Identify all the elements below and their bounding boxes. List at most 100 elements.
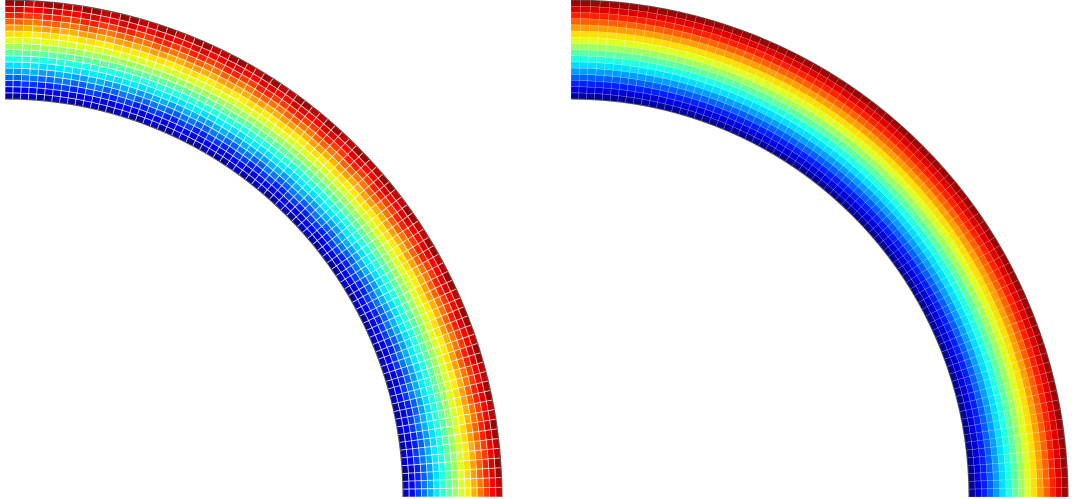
mesh-cell xyxy=(996,445,1005,456)
mesh-cell xyxy=(439,487,447,498)
mesh-cell xyxy=(978,447,986,457)
mesh-cell xyxy=(597,43,607,52)
mesh-cell xyxy=(452,487,460,498)
mesh-cell xyxy=(13,24,24,32)
mesh-cell xyxy=(579,55,589,63)
mesh-cell xyxy=(1002,444,1011,455)
mesh-cell xyxy=(570,61,580,69)
mesh-cell xyxy=(481,458,490,470)
mesh-cell xyxy=(1024,487,1032,498)
mesh-cell xyxy=(20,92,30,101)
mesh-cell xyxy=(413,463,422,474)
mesh-cell xyxy=(425,454,434,465)
mesh-cell xyxy=(13,36,24,45)
mesh-cell xyxy=(981,488,988,498)
mesh-cell xyxy=(1041,459,1049,470)
mesh-cell xyxy=(414,488,422,498)
mesh-cell xyxy=(12,92,22,100)
mesh-cell xyxy=(984,447,992,457)
mesh-cell xyxy=(1030,487,1038,498)
mesh-cell xyxy=(13,61,23,69)
mesh-cell xyxy=(488,467,496,479)
mesh-cell xyxy=(1011,479,1019,489)
right-mesh-panel xyxy=(539,0,1079,499)
mesh-cell xyxy=(610,88,620,96)
mesh-cell xyxy=(1060,457,1068,469)
mesh-cell xyxy=(401,464,409,474)
mesh-cell xyxy=(427,488,435,498)
mesh-cell xyxy=(493,457,502,469)
mesh-cell xyxy=(12,67,23,75)
mesh-cell xyxy=(1039,440,1048,451)
left-mesh-panel xyxy=(4,0,503,498)
mesh-cell xyxy=(993,479,1001,489)
mesh-cell xyxy=(37,68,48,77)
mesh-cell xyxy=(12,80,22,88)
mesh-cell xyxy=(587,68,597,76)
mesh-cell xyxy=(619,76,630,85)
mesh-cell xyxy=(974,488,982,498)
mesh-cell xyxy=(974,480,982,490)
mesh-cell xyxy=(570,74,580,81)
mesh-cell xyxy=(579,67,589,75)
mesh-cell xyxy=(578,92,588,100)
mesh-cell xyxy=(30,49,41,58)
mesh-cell xyxy=(983,438,992,449)
mesh-cell xyxy=(605,44,616,52)
mesh-cell xyxy=(451,478,460,489)
mesh-cell xyxy=(570,92,580,100)
mesh-cell xyxy=(4,86,14,94)
mesh-cell xyxy=(579,61,589,69)
mesh-cell xyxy=(602,87,612,95)
mesh-cell xyxy=(426,462,434,473)
mesh-cell xyxy=(1003,453,1012,464)
mesh-cell xyxy=(579,24,590,32)
mesh-cell xyxy=(23,0,35,8)
annulus-outline xyxy=(4,98,404,498)
mesh-cell xyxy=(991,454,999,465)
mesh-cell xyxy=(570,6,581,13)
mesh-cell xyxy=(438,470,447,481)
mesh-cell xyxy=(438,461,446,472)
mesh-cell xyxy=(14,5,25,14)
mesh-cell xyxy=(594,87,604,95)
mesh-cell xyxy=(598,25,609,33)
mesh-cell xyxy=(21,49,32,57)
mesh-cell xyxy=(579,37,590,44)
mesh-cell xyxy=(23,18,34,26)
mesh-cell xyxy=(617,14,629,23)
mesh-cell xyxy=(426,471,435,481)
mesh-cell xyxy=(1017,479,1025,489)
mesh-cell xyxy=(570,49,580,56)
mesh-cell xyxy=(588,31,599,39)
mesh-cell xyxy=(595,74,605,82)
mesh-cell xyxy=(13,42,24,51)
mesh-cell xyxy=(620,70,630,79)
mesh-cell xyxy=(469,468,478,480)
mesh-cell xyxy=(36,87,46,96)
mesh-cell xyxy=(22,43,33,51)
mesh-cell xyxy=(427,479,435,490)
mesh-cell xyxy=(1053,458,1062,469)
mesh-cell xyxy=(973,464,981,474)
mesh-cell xyxy=(28,80,39,89)
mesh-cell xyxy=(29,74,39,83)
mesh-cell xyxy=(433,488,441,498)
mesh-cell xyxy=(619,83,629,91)
mesh-cell xyxy=(463,459,471,471)
mesh-cell xyxy=(1009,444,1017,454)
mesh-cell xyxy=(580,0,591,7)
mesh-cell xyxy=(1042,487,1050,498)
mesh-cell xyxy=(1045,439,1054,451)
mesh-cell xyxy=(464,478,472,489)
mesh-cell xyxy=(476,487,484,498)
mesh-cell xyxy=(487,458,496,469)
mesh-cell xyxy=(37,75,47,83)
mesh-cell xyxy=(603,75,613,83)
mesh-cell xyxy=(431,453,440,464)
mesh-cell xyxy=(606,38,617,46)
mesh-cell xyxy=(4,30,15,38)
mesh-cell xyxy=(419,463,428,473)
mesh-cell xyxy=(580,6,591,13)
mesh-cell xyxy=(1049,487,1056,498)
